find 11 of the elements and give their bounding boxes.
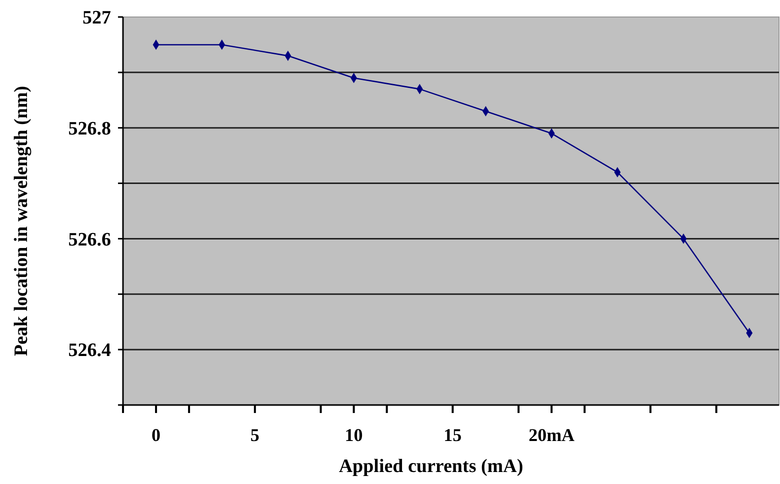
y-tick-label: 527 xyxy=(82,8,112,29)
x-tick-label: 10 xyxy=(344,425,363,445)
x-tick-label: 0 xyxy=(152,425,161,445)
x-tick-label: 5 xyxy=(250,425,260,445)
y-tick-label: 526.4 xyxy=(68,340,112,362)
y-axis-title: Peak location in wavelength (nm) xyxy=(11,86,32,356)
y-tick-label: 526.8 xyxy=(68,118,111,140)
x-tick-label: 15 xyxy=(444,425,462,445)
x-tick-label: 20mA xyxy=(528,425,575,445)
x-axis-title: Applied currents (mA) xyxy=(338,456,524,477)
y-tick-label: 526.6 xyxy=(68,229,111,250)
